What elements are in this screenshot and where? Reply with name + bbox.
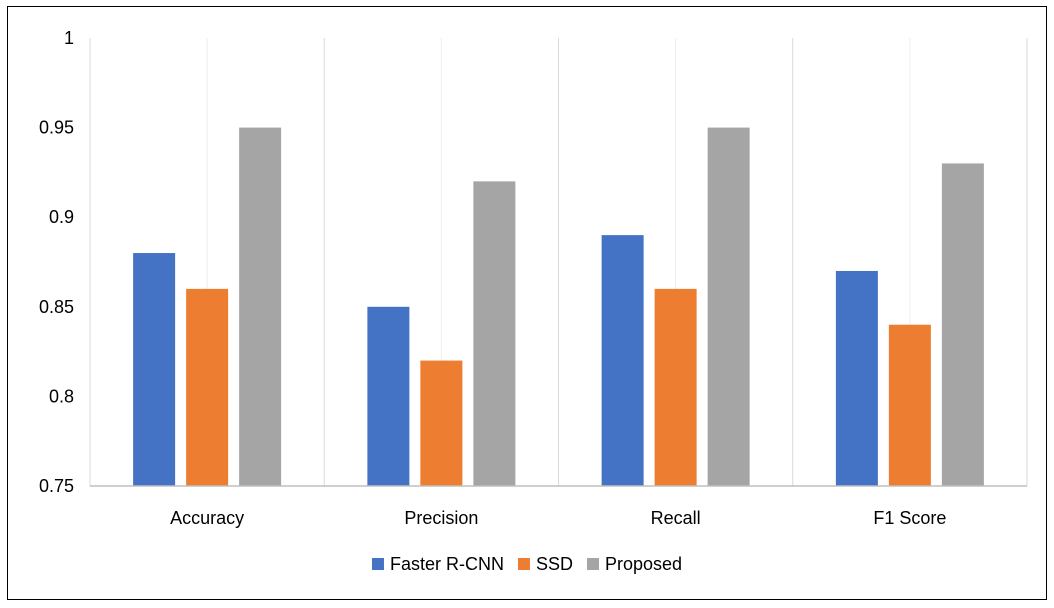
y-tick-label: 0.8 bbox=[49, 386, 74, 406]
legend-swatch bbox=[371, 558, 384, 570]
bar-proposed-precision bbox=[473, 181, 516, 487]
legend-label: Faster R-CNN bbox=[390, 554, 504, 574]
bar-ssd-precision bbox=[420, 360, 463, 486]
y-tick-label: 0.9 bbox=[49, 207, 74, 227]
bars bbox=[133, 127, 984, 487]
y-tick-label: 1 bbox=[64, 28, 74, 48]
x-category-label: Accuracy bbox=[170, 508, 244, 528]
x-category-label: Precision bbox=[404, 508, 478, 528]
x-category-label: F1 Score bbox=[873, 508, 946, 528]
y-axis-ticks: 0.75 0.8 0.85 0.9 0.95 1 bbox=[39, 28, 74, 496]
bar-faster-r-cnn-accuracy bbox=[133, 253, 176, 486]
gridlines bbox=[89, 38, 1028, 486]
bar-proposed-recall bbox=[707, 127, 750, 486]
bar-ssd-f1-score bbox=[888, 324, 931, 486]
bar-ssd-recall bbox=[654, 288, 697, 486]
legend-label: Proposed bbox=[605, 554, 682, 574]
legend-swatch bbox=[586, 558, 599, 570]
y-tick-label: 0.95 bbox=[39, 118, 74, 138]
bar-proposed-accuracy bbox=[239, 127, 282, 486]
x-category-label: Recall bbox=[651, 508, 701, 528]
bar-faster-r-cnn-recall bbox=[601, 235, 644, 486]
legend-label: SSD bbox=[536, 554, 573, 574]
bar-faster-r-cnn-f1-score bbox=[835, 270, 878, 486]
legend: Faster R-CNN SSD Proposed bbox=[371, 554, 682, 574]
x-axis-categories: Accuracy Precision Recall F1 Score bbox=[170, 508, 946, 528]
y-tick-label: 0.85 bbox=[39, 297, 74, 317]
bar-faster-r-cnn-precision bbox=[367, 306, 410, 486]
bar-proposed-f1-score bbox=[941, 163, 984, 486]
legend-swatch bbox=[517, 558, 530, 570]
y-tick-label: 0.75 bbox=[39, 476, 74, 496]
bar-ssd-accuracy bbox=[186, 288, 229, 486]
